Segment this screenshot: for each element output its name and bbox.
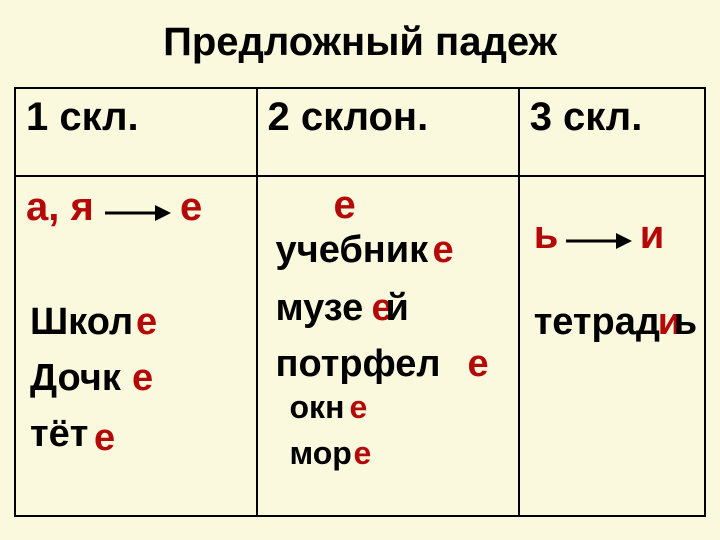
col2-rule-to: е — [334, 183, 356, 228]
cell-col-1: а, я е Школ е Дочк е тёт е — [15, 176, 257, 516]
arrow-icon — [562, 229, 632, 253]
header-col-2: 2 склон. — [257, 88, 519, 176]
header-row: 1 скл. 2 склон. 3 скл. — [15, 88, 705, 176]
col2-w5-stem: мор — [290, 435, 352, 472]
col2-w2-stem: музе — [276, 287, 364, 330]
cell-col-2: е учебник е музе е й потрфел е окн е мор… — [257, 176, 519, 516]
header-col-1: 1 скл. — [15, 88, 257, 176]
arrow-icon — [101, 201, 171, 225]
col1-w3-stem: тёт — [30, 413, 88, 456]
col2-w3-stem: потрфел — [276, 343, 441, 386]
col1-rule-from: а, я — [26, 185, 94, 230]
header-col-3: 3 скл. — [519, 88, 705, 176]
cell-col-3: ь и тетрад и ь — [519, 176, 705, 516]
col3-rule-from: ь — [534, 213, 559, 258]
col1-w1-stem: Школ — [30, 301, 133, 344]
col1-rule-to: е — [180, 185, 202, 230]
col2-w4-stem: окн — [290, 389, 345, 426]
col2-w4-end: е — [350, 389, 368, 426]
col1-w1-end: е — [136, 301, 157, 344]
col2-w1-stem: учебник — [276, 229, 429, 272]
page-title: Предложный падеж — [14, 20, 706, 65]
col3-w1-stem: тетрад — [534, 301, 660, 344]
col2-w2-extra: й — [386, 287, 409, 330]
col1-w2-stem: Дочк — [30, 357, 121, 400]
declension-table: 1 скл. 2 склон. 3 скл. а, я е Школ е Доч… — [14, 87, 706, 517]
col2-w5-end: е — [354, 435, 372, 472]
col2-w3-end: е — [468, 343, 489, 386]
col1-w2-end: е — [132, 357, 153, 400]
body-row: а, я е Школ е Дочк е тёт е е учебник е — [15, 176, 705, 516]
col1-w3-end: е — [94, 417, 115, 460]
col2-w1-end: е — [433, 229, 454, 272]
col3-rule-to: и — [640, 213, 665, 258]
col3-w1-extra: ь — [674, 301, 697, 344]
